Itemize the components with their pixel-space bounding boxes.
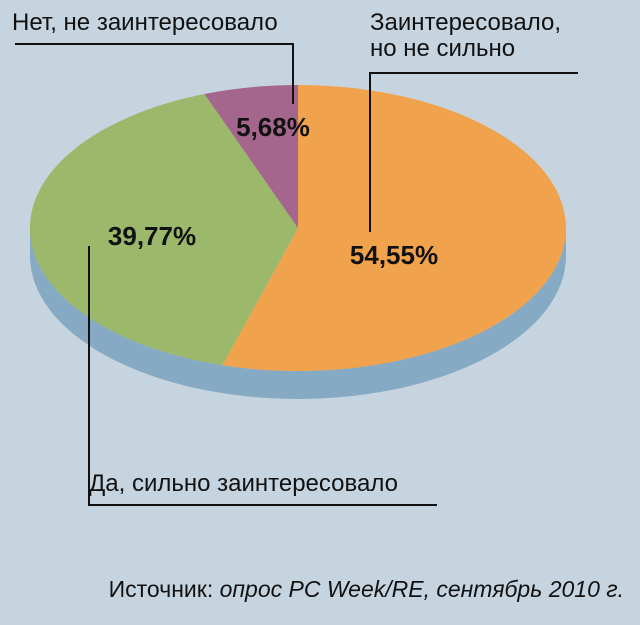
- leader-line: [369, 72, 578, 232]
- leader-line: [88, 246, 437, 506]
- pct-label: 39,77%: [108, 221, 196, 251]
- slice-not-strongly: [222, 85, 566, 371]
- source-note: Источник: опрос PC Week/RE, сентябрь 201…: [0, 576, 624, 603]
- source-prefix: Источник:: [108, 576, 220, 602]
- slice-strongly: [29, 94, 299, 366]
- leader-line: [15, 43, 294, 104]
- pct-label: 54,55%: [350, 240, 438, 270]
- source-text: опрос PC Week/RE, сентябрь 2010 г.: [219, 576, 624, 602]
- category-label: Да, сильно заинтересовало: [89, 470, 398, 497]
- pct-label: 5,68%: [236, 112, 310, 142]
- category-label: Нет, не заинтересовало: [12, 9, 278, 36]
- slice-not-interested: [204, 85, 298, 228]
- pie-side: [30, 228, 566, 399]
- category-label: Заинтересовало,: [370, 9, 561, 36]
- category-label: но не сильно: [370, 35, 515, 62]
